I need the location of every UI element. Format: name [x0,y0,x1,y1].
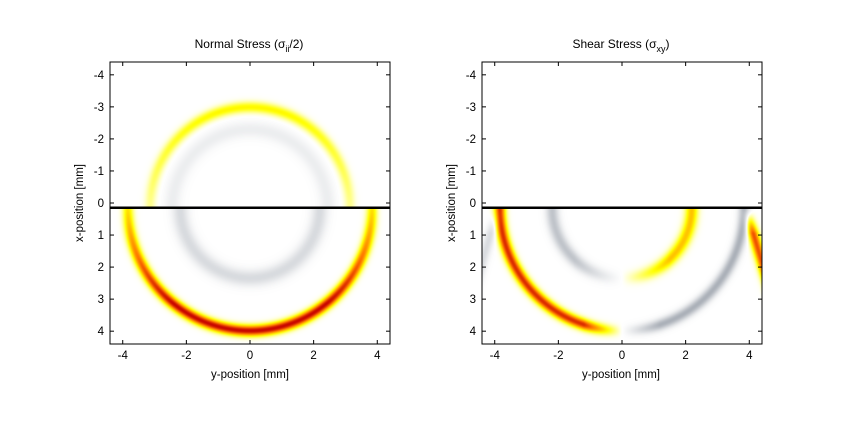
y-tick-label: 0 [98,198,104,210]
y-tick-label: 4 [98,326,105,338]
y-tick-label: 2 [470,262,476,274]
y-ticks: -4 -3 -2 -1 0 1 2 3 4 [466,70,762,338]
panel-normal-stress: Normal Stress (σii/2) -4 -2 0 2 4 -4 -3 -2 -1 0 1… [74,37,391,381]
title-shear-stress: Shear Stress (σxy) [572,37,669,54]
x-tick-label: -2 [181,350,191,362]
y-tick-label: 1 [470,230,476,242]
x-axis-label: y-position [mm] [211,369,289,381]
y-tick-label: 4 [470,326,477,338]
y-tick-label: -4 [466,70,477,82]
y-tick-label: -2 [466,134,476,146]
heatmap-shear-stress [482,62,762,344]
x-tick-label: 4 [374,350,381,362]
x-axis-label: y-position [mm] [582,369,660,381]
y-tick-label: 0 [470,198,476,210]
x-tick-label: -4 [490,350,501,362]
y-tick-label: -1 [466,166,476,178]
x-tick-label: -4 [118,350,129,362]
heatmap-normal-stress [110,62,390,344]
title-normal-stress: Normal Stress (σii/2) [195,37,304,54]
x-tick-label: 2 [682,350,688,362]
y-tick-label: 1 [98,230,104,242]
y-axis-label: x-position [mm] [446,164,458,242]
y-tick-label: 2 [98,262,104,274]
x-tick-label: 0 [247,350,253,362]
panel-shear-stress: Shear Stress (σxy) -4 -2 0 2 4 -4 -3 -2 -1 0 1 2 3 4… [446,37,763,381]
y-tick-label: -1 [94,166,104,178]
y-tick-label: -2 [94,134,104,146]
x-tick-label: 0 [619,350,625,362]
x-tick-label: 4 [746,350,753,362]
y-tick-label: -3 [94,102,104,114]
y-tick-label: -4 [94,70,105,82]
y-tick-label: 3 [470,294,476,306]
y-tick-label: -3 [466,102,476,114]
x-ticks: -4 -2 0 2 4 [490,62,753,362]
x-tick-label: -2 [553,350,563,362]
y-axis-label: x-position [mm] [74,164,86,242]
x-ticks: -4 -2 0 2 4 [118,62,381,362]
y-ticks: -4 -3 -2 -1 0 1 2 3 4 [94,70,390,338]
x-tick-label: 2 [310,350,316,362]
y-tick-label: 3 [98,294,104,306]
